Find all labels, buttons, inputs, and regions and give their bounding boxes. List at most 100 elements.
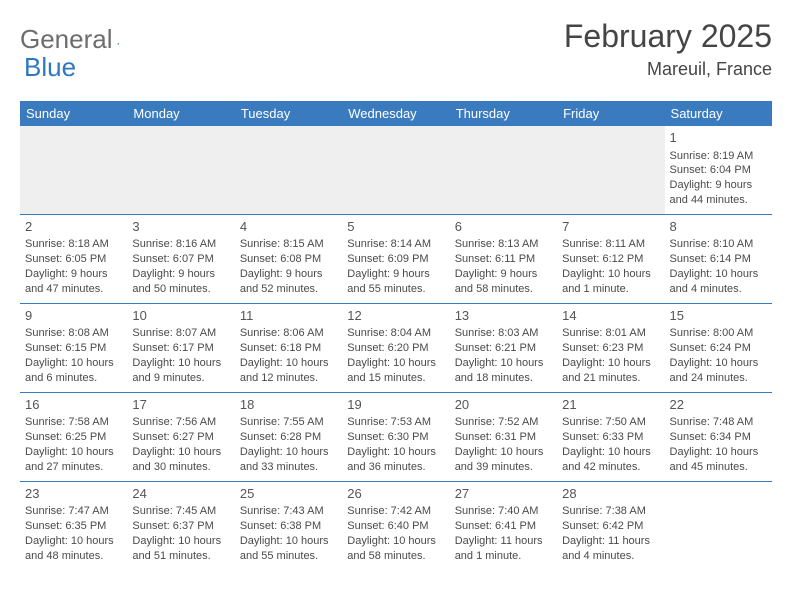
sunrise-text: Sunrise: 7:47 AM <box>25 504 122 519</box>
day-number: 5 <box>347 218 444 236</box>
day-number: 14 <box>562 307 659 325</box>
calendar-day-cell: 8Sunrise: 8:10 AMSunset: 6:14 PMDaylight… <box>665 214 772 303</box>
calendar-week-row: 16Sunrise: 7:58 AMSunset: 6:25 PMDayligh… <box>20 392 772 481</box>
daylight-text: and 4 minutes. <box>562 549 659 564</box>
weekday-header: Thursday <box>450 101 557 126</box>
day-number: 20 <box>455 396 552 414</box>
sunrise-text: Sunrise: 8:11 AM <box>562 237 659 252</box>
calendar-day-cell: 7Sunrise: 8:11 AMSunset: 6:12 PMDaylight… <box>557 214 664 303</box>
weekday-header: Wednesday <box>342 101 449 126</box>
location-label: Mareuil, France <box>564 59 772 80</box>
daylight-text: Daylight: 10 hours <box>562 356 659 371</box>
sunset-text: Sunset: 6:30 PM <box>347 430 444 445</box>
daylight-text: and 55 minutes. <box>240 549 337 564</box>
sunset-text: Sunset: 6:34 PM <box>670 430 767 445</box>
calendar-day-cell: 16Sunrise: 7:58 AMSunset: 6:25 PMDayligh… <box>20 392 127 481</box>
daylight-text: Daylight: 10 hours <box>132 534 229 549</box>
daylight-text: Daylight: 10 hours <box>562 267 659 282</box>
day-number: 28 <box>562 485 659 503</box>
brand-text-gray: General <box>20 24 113 55</box>
calendar-day-cell <box>235 126 342 214</box>
daylight-text: Daylight: 11 hours <box>562 534 659 549</box>
daylight-text: and 58 minutes. <box>347 549 444 564</box>
daylight-text: Daylight: 10 hours <box>347 534 444 549</box>
sunrise-text: Sunrise: 8:15 AM <box>240 237 337 252</box>
day-number: 19 <box>347 396 444 414</box>
daylight-text: and 21 minutes. <box>562 371 659 386</box>
calendar-day-cell: 18Sunrise: 7:55 AMSunset: 6:28 PMDayligh… <box>235 392 342 481</box>
sunrise-text: Sunrise: 8:16 AM <box>132 237 229 252</box>
weekday-header: Friday <box>557 101 664 126</box>
daylight-text: Daylight: 9 hours <box>347 267 444 282</box>
daylight-text: Daylight: 9 hours <box>25 267 122 282</box>
sunset-text: Sunset: 6:17 PM <box>132 341 229 356</box>
day-number: 18 <box>240 396 337 414</box>
calendar-week-row: 9Sunrise: 8:08 AMSunset: 6:15 PMDaylight… <box>20 303 772 392</box>
daylight-text: Daylight: 9 hours <box>455 267 552 282</box>
day-number: 15 <box>670 307 767 325</box>
day-number: 24 <box>132 485 229 503</box>
day-number: 2 <box>25 218 122 236</box>
daylight-text: Daylight: 10 hours <box>347 445 444 460</box>
day-number: 6 <box>455 218 552 236</box>
sunset-text: Sunset: 6:07 PM <box>132 252 229 267</box>
calendar-day-cell: 17Sunrise: 7:56 AMSunset: 6:27 PMDayligh… <box>127 392 234 481</box>
sunset-text: Sunset: 6:18 PM <box>240 341 337 356</box>
sunset-text: Sunset: 6:25 PM <box>25 430 122 445</box>
calendar-day-cell: 11Sunrise: 8:06 AMSunset: 6:18 PMDayligh… <box>235 303 342 392</box>
day-number: 25 <box>240 485 337 503</box>
weekday-header: Saturday <box>665 101 772 126</box>
sunset-text: Sunset: 6:42 PM <box>562 519 659 534</box>
sunset-text: Sunset: 6:38 PM <box>240 519 337 534</box>
calendar-day-cell: 19Sunrise: 7:53 AMSunset: 6:30 PMDayligh… <box>342 392 449 481</box>
weekday-header: Tuesday <box>235 101 342 126</box>
daylight-text: and 51 minutes. <box>132 549 229 564</box>
sunset-text: Sunset: 6:12 PM <box>562 252 659 267</box>
calendar-day-cell <box>450 126 557 214</box>
sunrise-text: Sunrise: 7:43 AM <box>240 504 337 519</box>
daylight-text: and 44 minutes. <box>670 193 767 208</box>
daylight-text: Daylight: 10 hours <box>562 445 659 460</box>
daylight-text: and 27 minutes. <box>25 460 122 475</box>
brand-text-blue: Blue <box>24 52 76 82</box>
calendar-week-row: 23Sunrise: 7:47 AMSunset: 6:35 PMDayligh… <box>20 481 772 569</box>
day-number: 4 <box>240 218 337 236</box>
sunrise-text: Sunrise: 8:07 AM <box>132 326 229 341</box>
sunset-text: Sunset: 6:09 PM <box>347 252 444 267</box>
sunrise-text: Sunrise: 7:53 AM <box>347 415 444 430</box>
daylight-text: and 52 minutes. <box>240 282 337 297</box>
calendar-day-cell: 15Sunrise: 8:00 AMSunset: 6:24 PMDayligh… <box>665 303 772 392</box>
sunrise-text: Sunrise: 8:13 AM <box>455 237 552 252</box>
calendar-day-cell: 21Sunrise: 7:50 AMSunset: 6:33 PMDayligh… <box>557 392 664 481</box>
daylight-text: and 55 minutes. <box>347 282 444 297</box>
day-number: 10 <box>132 307 229 325</box>
daylight-text: Daylight: 10 hours <box>455 356 552 371</box>
sunrise-text: Sunrise: 7:45 AM <box>132 504 229 519</box>
sunrise-text: Sunrise: 7:58 AM <box>25 415 122 430</box>
sunrise-text: Sunrise: 8:10 AM <box>670 237 767 252</box>
daylight-text: and 30 minutes. <box>132 460 229 475</box>
daylight-text: and 4 minutes. <box>670 282 767 297</box>
calendar-day-cell: 3Sunrise: 8:16 AMSunset: 6:07 PMDaylight… <box>127 214 234 303</box>
daylight-text: and 45 minutes. <box>670 460 767 475</box>
calendar-day-cell: 25Sunrise: 7:43 AMSunset: 6:38 PMDayligh… <box>235 481 342 569</box>
daylight-text: and 48 minutes. <box>25 549 122 564</box>
calendar-day-cell <box>557 126 664 214</box>
calendar-day-cell <box>665 481 772 569</box>
daylight-text: and 33 minutes. <box>240 460 337 475</box>
sunrise-text: Sunrise: 7:56 AM <box>132 415 229 430</box>
daylight-text: Daylight: 9 hours <box>240 267 337 282</box>
calendar-week-row: 2Sunrise: 8:18 AMSunset: 6:05 PMDaylight… <box>20 214 772 303</box>
sunset-text: Sunset: 6:31 PM <box>455 430 552 445</box>
weekday-row: SundayMondayTuesdayWednesdayThursdayFrid… <box>20 101 772 126</box>
sunrise-text: Sunrise: 7:55 AM <box>240 415 337 430</box>
daylight-text: Daylight: 10 hours <box>132 356 229 371</box>
day-number: 13 <box>455 307 552 325</box>
daylight-text: Daylight: 10 hours <box>240 534 337 549</box>
calendar-day-cell: 12Sunrise: 8:04 AMSunset: 6:20 PMDayligh… <box>342 303 449 392</box>
calendar-day-cell: 20Sunrise: 7:52 AMSunset: 6:31 PMDayligh… <box>450 392 557 481</box>
sunrise-text: Sunrise: 7:40 AM <box>455 504 552 519</box>
daylight-text: Daylight: 10 hours <box>132 445 229 460</box>
calendar-day-cell: 9Sunrise: 8:08 AMSunset: 6:15 PMDaylight… <box>20 303 127 392</box>
daylight-text: and 18 minutes. <box>455 371 552 386</box>
